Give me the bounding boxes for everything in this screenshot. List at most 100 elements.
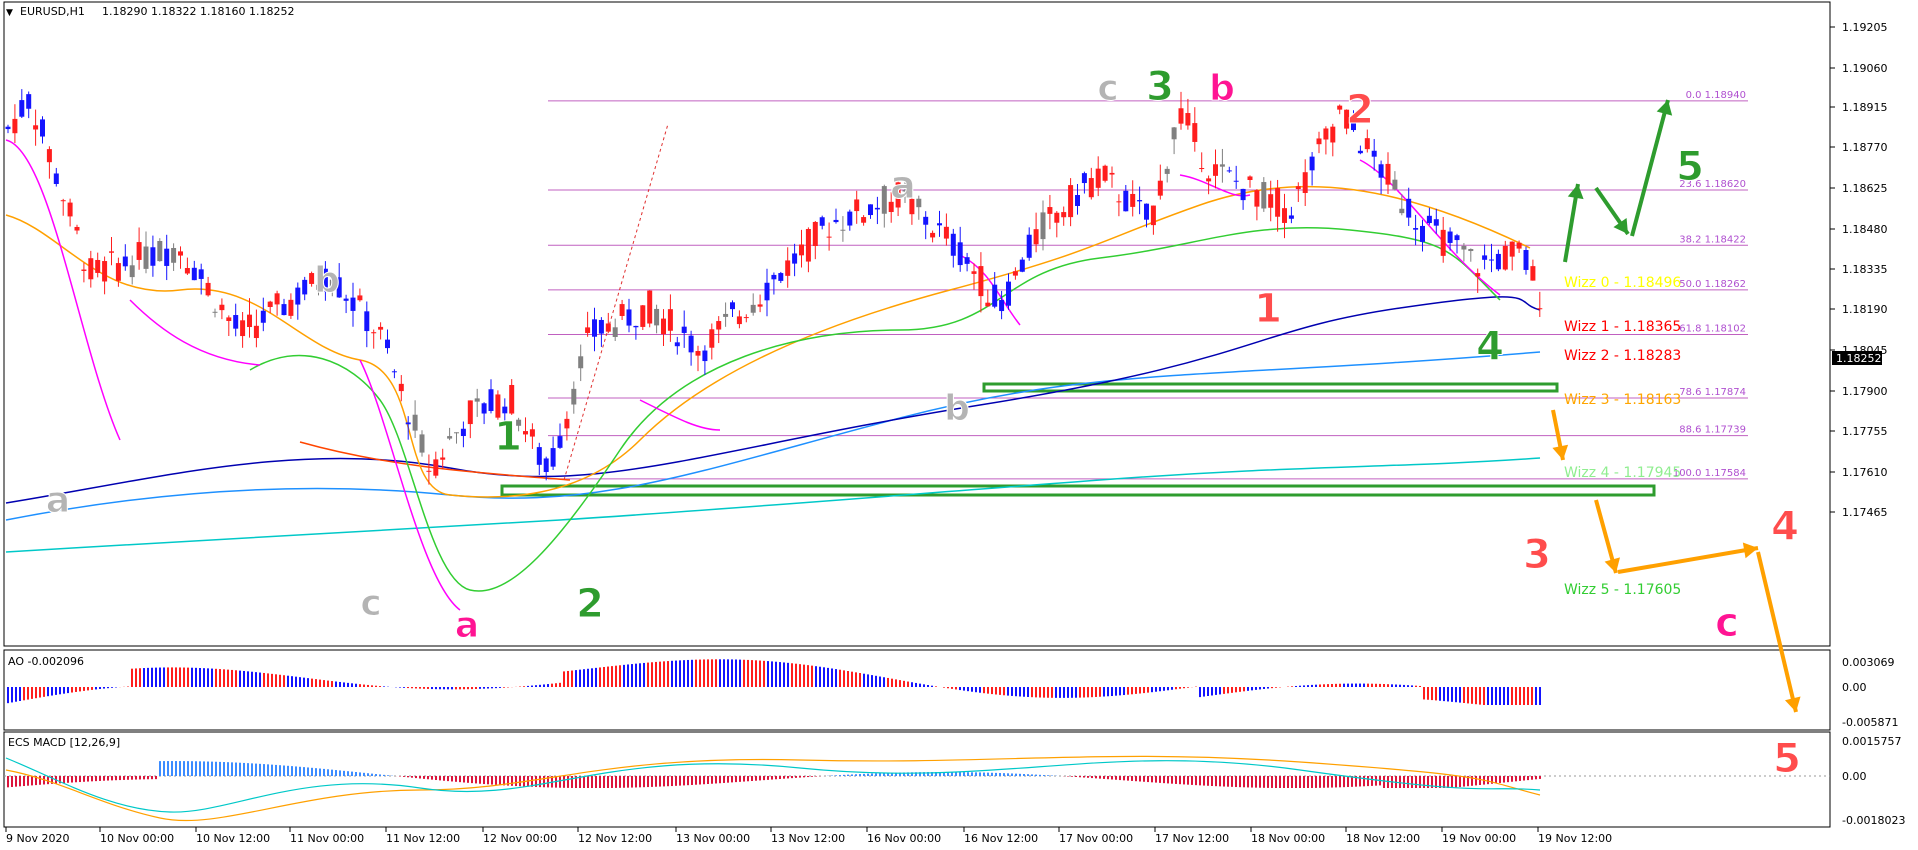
y-tick-label: 1.17610	[1842, 466, 1888, 479]
x-tick-label: 9 Nov 2020	[6, 832, 69, 845]
candle-body	[419, 434, 425, 453]
candle-body	[1123, 190, 1129, 212]
candle-body	[516, 419, 522, 426]
ma-green	[249, 227, 1501, 592]
candle-body	[502, 406, 508, 414]
candle-body	[5, 126, 11, 130]
wave-label: 5	[1773, 736, 1801, 782]
y-tick-label: 1.18190	[1842, 303, 1888, 316]
candle-body	[1357, 150, 1363, 154]
candle-body	[1282, 208, 1287, 223]
candle-body	[433, 459, 439, 476]
wave-label: b	[314, 260, 340, 301]
candle-body	[888, 201, 894, 213]
candle-body	[1516, 242, 1522, 249]
candle-body	[868, 204, 873, 216]
candle-body	[1495, 253, 1501, 270]
x-tick-label: 18 Nov 12:00	[1346, 832, 1420, 845]
candle-body	[1033, 229, 1039, 245]
fib-label: 88.6 1.17739	[1679, 425, 1746, 436]
candle-body	[233, 315, 239, 329]
ao-tick-label: 0.003069	[1842, 656, 1895, 669]
candle-body	[1302, 172, 1308, 194]
candle-body	[578, 356, 584, 369]
bear-arrow-4-head	[1784, 696, 1801, 712]
candle-body	[1144, 203, 1149, 220]
candle-body	[1247, 176, 1253, 181]
x-tick-label: 16 Nov 12:00	[964, 832, 1038, 845]
x-tick-label: 12 Nov 12:00	[578, 832, 652, 845]
wave-label: 4	[1771, 504, 1799, 550]
projection-arrows	[1551, 99, 1801, 713]
candle-body	[985, 302, 991, 307]
ohlc-label: 1.18290 1.18322 1.18160 1.18252	[102, 5, 294, 18]
candle-body	[730, 302, 735, 310]
wizz-label: Wizz 1 - 1.18365	[1564, 319, 1681, 335]
wave-label: a	[890, 163, 916, 207]
candle-body	[509, 384, 515, 414]
bull-arrow-1-head	[1567, 184, 1584, 200]
candle-body	[371, 332, 377, 334]
ao-histogram	[7, 659, 1541, 705]
candle-body	[681, 326, 687, 333]
macd-label: ECS MACD [12,26,9]	[8, 736, 120, 749]
candle-body	[1095, 168, 1101, 188]
x-tick-label: 13 Nov 00:00	[676, 832, 750, 845]
time-axis: 9 Nov 2020 10 Nov 00:00 10 Nov 12:00 11 Nov…	[5, 827, 1612, 845]
candle-body	[702, 350, 708, 362]
wave-label: 2	[1346, 87, 1374, 133]
x-tick-label: 10 Nov 00:00	[100, 832, 174, 845]
main-pane-frame	[3, 1, 1831, 647]
bull-arrow-3	[1630, 99, 1670, 237]
wave-label: 2	[576, 581, 604, 627]
y-tick-label: 1.18480	[1842, 223, 1888, 236]
candle-body	[481, 403, 487, 414]
candle-body	[1337, 105, 1343, 110]
candle-body	[1295, 186, 1301, 190]
candle-body	[585, 327, 591, 333]
candle-body	[102, 261, 108, 282]
candle-body	[143, 246, 149, 269]
candle-body	[1399, 208, 1405, 214]
candle-body	[1012, 271, 1018, 276]
candle-body	[957, 242, 963, 266]
ao-tick-label: -0.005871	[1842, 716, 1898, 729]
candle-body	[909, 198, 915, 215]
ao-pane-frame	[3, 649, 1831, 731]
candle-body	[1509, 241, 1515, 257]
candle-body	[95, 259, 101, 273]
ma-teal	[5, 457, 1541, 553]
candle-body	[46, 149, 52, 163]
candle-body	[178, 251, 183, 256]
fib-label: 0.0 1.18940	[1686, 90, 1746, 101]
symbol-label: EURUSD,H1	[20, 5, 85, 18]
candle-body	[937, 223, 942, 226]
candle-body	[67, 202, 73, 217]
candle-body	[329, 279, 335, 290]
candle-body	[571, 388, 577, 405]
y-tick-label: 1.17465	[1842, 506, 1888, 519]
candle-body	[1081, 173, 1087, 184]
bear-arrow-2-head	[1604, 557, 1621, 573]
candle-body	[661, 318, 666, 335]
candle-body	[743, 317, 749, 319]
candle-body	[847, 211, 853, 226]
moving-averages	[5, 139, 1541, 611]
header-menu-icon[interactable]: ▼	[6, 8, 13, 18]
candle-body	[405, 422, 411, 425]
candle-body	[1454, 235, 1460, 241]
candle-body	[992, 284, 998, 307]
candle-body	[1433, 219, 1439, 226]
candle-body	[1116, 201, 1122, 203]
candle-body	[1006, 281, 1011, 306]
candle-body	[136, 242, 142, 260]
fib-label: 50.0 1.18262	[1679, 279, 1746, 290]
candle-body	[1054, 212, 1060, 223]
x-tick-label: 16 Nov 00:00	[867, 832, 941, 845]
candle-body	[1047, 207, 1053, 214]
support-zone-lower	[500, 484, 1656, 497]
candle-body	[757, 304, 763, 307]
x-tick-label: 19 Nov 12:00	[1538, 832, 1612, 845]
candle-body	[1468, 249, 1474, 252]
